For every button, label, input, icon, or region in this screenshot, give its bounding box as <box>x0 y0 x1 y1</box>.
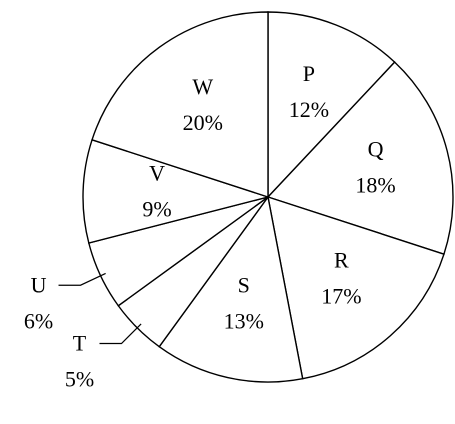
pie-slice <box>82 138 271 244</box>
slice-label: V <box>149 161 165 186</box>
value-label: 6% <box>24 308 53 333</box>
pie-slice <box>267 11 396 199</box>
slice-label: P <box>303 61 315 86</box>
slice-label: S <box>238 272 250 297</box>
value-label: 17% <box>321 283 361 308</box>
slice-label: W <box>192 74 213 99</box>
value-label: 20% <box>183 110 223 135</box>
value-label: 9% <box>142 197 171 222</box>
value-label: 18% <box>355 172 395 197</box>
slice-label: T <box>73 331 87 356</box>
pie-slice <box>91 11 269 198</box>
pie-slice <box>266 61 454 256</box>
leader-line <box>99 323 142 345</box>
slice-label: Q <box>368 136 384 161</box>
pie-slice <box>267 195 445 380</box>
value-label: 13% <box>224 308 264 333</box>
value-label: 12% <box>289 97 329 122</box>
slice-label: R <box>334 247 349 272</box>
pie-slice <box>158 195 304 383</box>
value-label: 5% <box>65 367 94 392</box>
leader-line <box>58 272 106 286</box>
slice-label: U <box>31 272 47 297</box>
